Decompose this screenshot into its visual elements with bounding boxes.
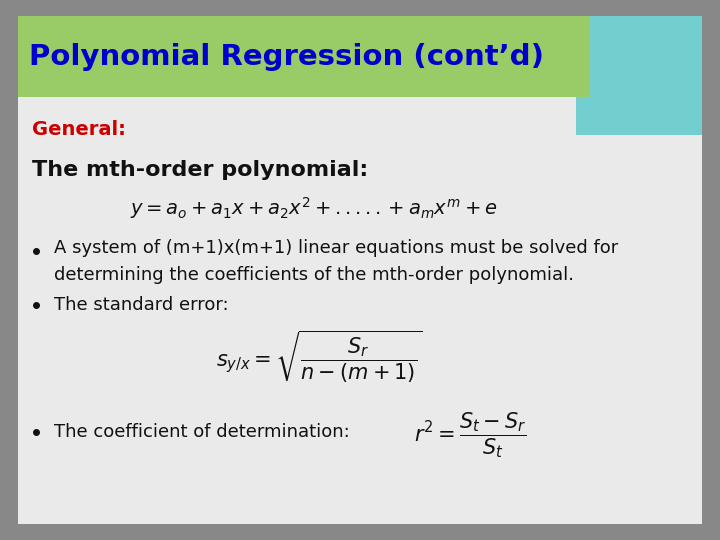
Text: determining the coefficients of the mth-order polynomial.: determining the coefficients of the mth-… — [54, 266, 574, 285]
Bar — [576, 16, 702, 135]
Text: The mth-order polynomial:: The mth-order polynomial: — [32, 160, 369, 180]
Text: The standard error:: The standard error: — [54, 296, 229, 314]
Text: $r^2 = \dfrac{S_t - S_r}{S_t}$: $r^2 = \dfrac{S_t - S_r}{S_t}$ — [414, 410, 526, 460]
Text: $y = a_o + a_1 x + a_2 x^2 + \mathit{.....} + a_m x^m + e$: $y = a_o + a_1 x + a_2 x^2 + \mathit{...… — [130, 195, 497, 221]
Text: $s_{y/x} = \sqrt{\dfrac{S_r}{n-(m+1)}}$: $s_{y/x} = \sqrt{\dfrac{S_r}{n-(m+1)}}$ — [216, 328, 422, 384]
Text: Polynomial Regression (cont’d): Polynomial Regression (cont’d) — [29, 43, 544, 71]
Text: A system of (m+1)x(m+1) linear equations must be solved for: A system of (m+1)x(m+1) linear equations… — [54, 239, 618, 258]
Text: The coefficient of determination:: The coefficient of determination: — [54, 423, 350, 441]
Text: General:: General: — [32, 120, 126, 139]
Bar — [18, 16, 590, 97]
